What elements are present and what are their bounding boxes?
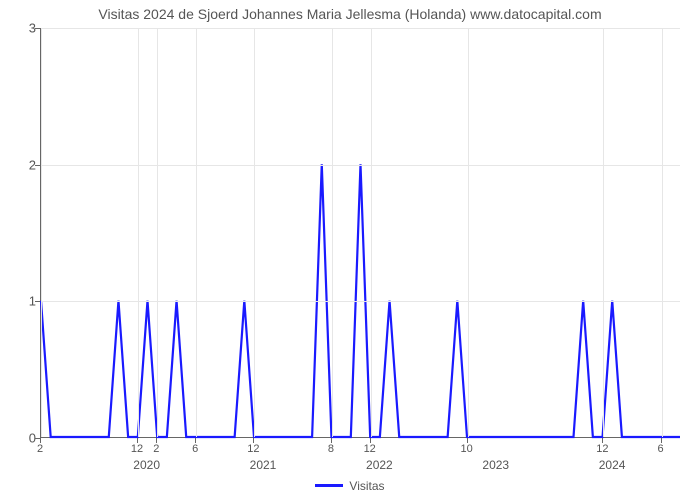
line-series	[41, 28, 680, 437]
x-tick-label-month: 2	[37, 443, 43, 455]
vgrid-line	[41, 28, 42, 437]
legend-label: Visitas	[349, 479, 384, 493]
y-tick-mark	[35, 28, 40, 29]
chart-title: Visitas 2024 de Sjoerd Johannes Maria Je…	[0, 6, 700, 22]
y-tick-mark	[35, 301, 40, 302]
x-tick-label-month: 12	[131, 443, 143, 455]
vgrid-line	[332, 28, 333, 437]
vgrid-line	[371, 28, 372, 437]
plot-area	[40, 28, 680, 438]
chart-container: Visitas 2024 de Sjoerd Johannes Maria Je…	[0, 0, 700, 500]
x-tick-label-month: 10	[461, 443, 473, 455]
y-tick-label: 1	[18, 294, 36, 309]
x-tick-label-year: 2020	[133, 458, 160, 472]
hgrid-line	[41, 301, 680, 302]
vgrid-line	[662, 28, 663, 437]
x-tick-label-year: 2024	[599, 458, 626, 472]
legend: Visitas	[0, 478, 700, 493]
vgrid-line	[157, 28, 158, 437]
y-tick-label: 0	[18, 431, 36, 446]
x-tick-label-month: 2	[153, 443, 159, 455]
vgrid-line	[254, 28, 255, 437]
y-tick-label: 2	[18, 157, 36, 172]
hgrid-line	[41, 28, 680, 29]
y-tick-label: 3	[18, 21, 36, 36]
x-tick-label-month: 6	[658, 443, 664, 455]
x-tick-label-month: 8	[328, 443, 334, 455]
x-tick-label-year: 2023	[482, 458, 509, 472]
vgrid-line	[603, 28, 604, 437]
x-tick-label-year: 2022	[366, 458, 393, 472]
x-tick-label-month: 12	[364, 443, 376, 455]
legend-swatch	[315, 484, 343, 487]
vgrid-line	[468, 28, 469, 437]
x-tick-label-month: 12	[247, 443, 259, 455]
x-tick-label-month: 12	[596, 443, 608, 455]
x-tick-label-month: 6	[192, 443, 198, 455]
hgrid-line	[41, 165, 680, 166]
y-tick-mark	[35, 165, 40, 166]
x-tick-label-year: 2021	[250, 458, 277, 472]
vgrid-line	[138, 28, 139, 437]
vgrid-line	[196, 28, 197, 437]
